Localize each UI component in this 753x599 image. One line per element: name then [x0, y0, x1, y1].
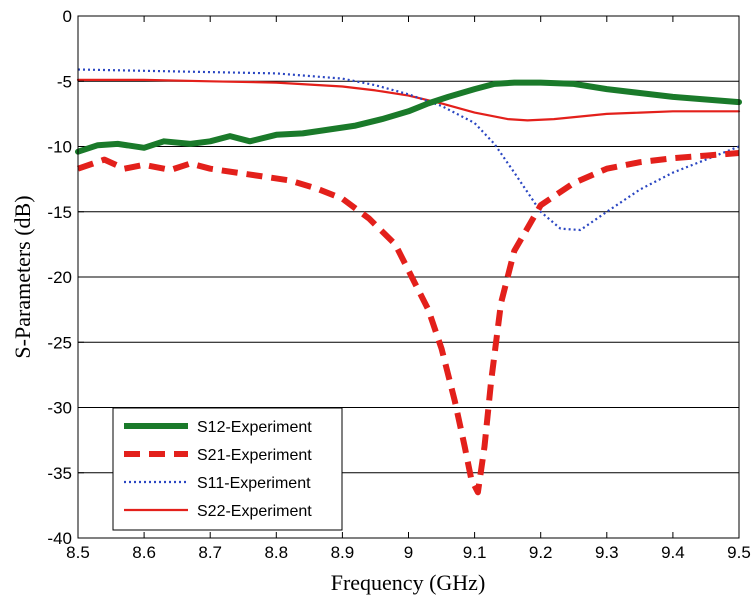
x-tick-label: 9.2	[529, 543, 553, 562]
series-lines	[75, 68, 742, 496]
x-tick-label: 8.5	[66, 543, 90, 562]
x-tick-label: 9.5	[727, 543, 751, 562]
y-tick-label: -20	[47, 268, 72, 287]
series-line-s12-experiment	[75, 79, 742, 155]
x-axis-title: Frequency (GHz)	[331, 570, 486, 595]
x-tick-label: 9.4	[661, 543, 685, 562]
y-tick-label: -35	[47, 464, 72, 483]
legend-label-s21-experiment: S21-Experiment	[197, 447, 312, 464]
legend-label-s22-experiment: S22-Experiment	[197, 503, 312, 520]
legend-label-s11-experiment: S11-Experiment	[197, 475, 311, 492]
legend-label-s12-experiment: S12-Experiment	[197, 419, 312, 436]
x-tick-label: 8.7	[198, 543, 222, 562]
x-tick-label: 8.8	[264, 543, 288, 562]
x-tick-label: 9.3	[595, 543, 619, 562]
x-tick-label: 9.1	[463, 543, 487, 562]
axis-tick-labels: 0 -5 -10 -15 -20 -25 -30 -35 -408.5 8.6 8.7 8.8 8.9 9…	[47, 7, 750, 562]
x-tick-label: 9	[404, 543, 413, 562]
x-tick-label: 8.9	[331, 543, 355, 562]
series-line-s21-experiment	[77, 150, 740, 496]
x-tick-label: 8.6	[132, 543, 156, 562]
y-axis-title: S-Parameters (dB)	[10, 195, 35, 358]
y-tick-label: -5	[57, 72, 72, 91]
y-tick-label: -40	[47, 529, 72, 548]
y-tick-label: -10	[47, 138, 72, 157]
legend: S12-Experiment S21-Experiment S11-Experime…	[112, 407, 343, 531]
y-tick-label: 0	[63, 7, 72, 26]
series-line-s22-experiment	[76, 78, 741, 122]
y-tick-label: -15	[47, 203, 72, 222]
axis-ticks	[77, 15, 740, 539]
y-tick-label: -30	[47, 399, 72, 418]
y-tick-label: -25	[47, 333, 72, 352]
